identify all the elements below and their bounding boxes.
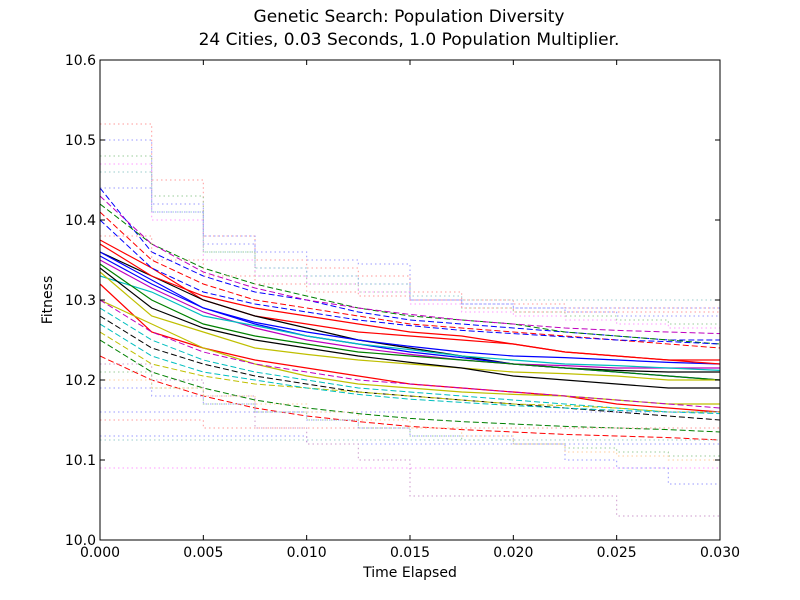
- x-axis-label: Time Elapsed: [362, 565, 457, 581]
- y-axis-label: Fitness: [40, 276, 56, 325]
- series-line-dashed-10: [100, 195, 720, 335]
- y-tick-label: 10.0: [65, 533, 96, 549]
- series-line-dashed-6: [100, 331, 720, 413]
- series-line-solid-11: [100, 243, 720, 365]
- x-tick-label: 0.000: [80, 545, 120, 561]
- chart-title: Genetic Search: Population Diversity: [254, 7, 565, 27]
- series-line-solid-6: [100, 271, 720, 381]
- series-line-dotted-15: [100, 187, 720, 309]
- x-tick-label: 0.020: [493, 545, 533, 561]
- series-layer: [100, 123, 720, 517]
- series-line-dotted-12: [100, 379, 720, 461]
- series-line-dotted-6: [100, 419, 720, 429]
- series-line-solid-1: [100, 251, 720, 373]
- x-tick-label: 0.025: [597, 545, 637, 561]
- x-tick-label: 0.030: [700, 545, 740, 561]
- series-line-dotted-11: [100, 371, 720, 460]
- series-line-solid-4: [100, 275, 720, 371]
- series-line-solid-5: [100, 263, 720, 381]
- series-line-dashed-4: [100, 299, 720, 409]
- chart-subtitle: 24 Cities, 0.03 Seconds, 1.0 Population …: [199, 30, 620, 50]
- series-line-solid-3: [100, 259, 720, 369]
- x-tick-label: 0.005: [183, 545, 223, 561]
- y-tick-label: 10.4: [65, 213, 96, 229]
- ticks-layer: 0.000 0.005 0.010 0.015 0.020 0.025 0.030 10.0 1…: [65, 53, 740, 561]
- y-tick-label: 10.3: [65, 293, 96, 309]
- series-line-dashed-3: [100, 307, 720, 413]
- y-tick-label: 10.6: [65, 53, 96, 69]
- series-line-dashed-5: [100, 315, 720, 421]
- series-line-dashed-7: [100, 219, 720, 345]
- series-line-solid-9: [100, 251, 720, 365]
- x-tick-label: 0.010: [287, 545, 327, 561]
- y-tick-label: 10.2: [65, 373, 96, 389]
- series-line-dotted-9: [100, 363, 720, 517]
- series-line-dashed-9: [100, 339, 720, 433]
- series-line-dotted-1: [100, 139, 720, 317]
- x-tick-label: 0.015: [390, 545, 430, 561]
- y-tick-label: 10.5: [65, 133, 96, 149]
- y-tick-label: 10.1: [65, 453, 96, 469]
- series-line-solid-8: [100, 267, 720, 389]
- series-line-dotted-4: [100, 171, 720, 301]
